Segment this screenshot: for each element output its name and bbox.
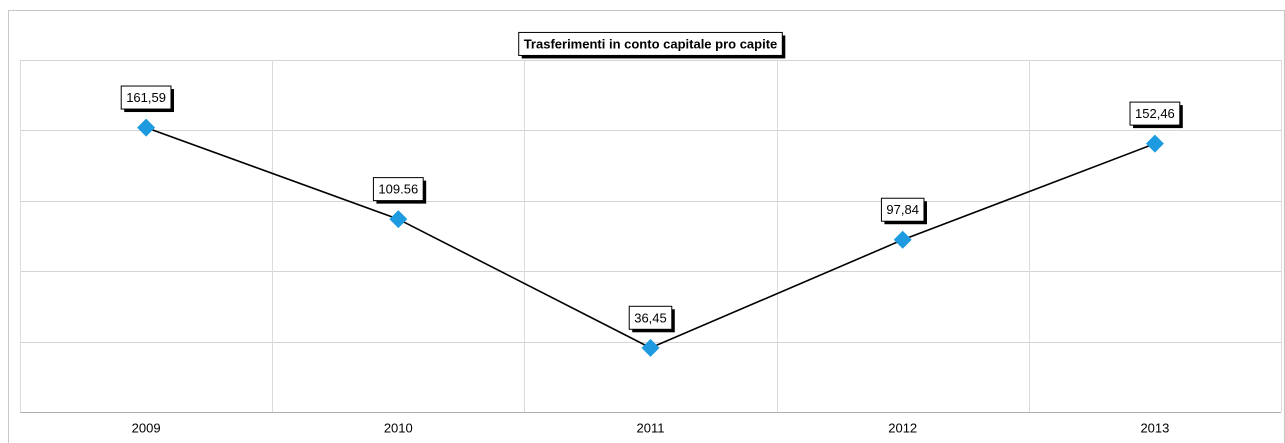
chart-title-box <box>518 31 783 56</box>
data-label: 36,45 <box>634 310 667 325</box>
x-tick-label: 2011 <box>637 420 665 435</box>
data-label: 161,59 <box>126 90 166 105</box>
chart-title: Trasferimenti in conto capitale pro capi… <box>524 36 778 51</box>
x-tick-label: 2009 <box>132 420 161 435</box>
labels: 2009 2010 2011 2012 2013 Trasferimenti in con… <box>120 31 1183 435</box>
chart-title-group: Trasferimenti in conto capitale pro capi… <box>518 31 786 59</box>
marks <box>137 118 1164 357</box>
data-label-group: 97,84 <box>880 197 927 225</box>
chart-frame <box>8 10 1285 443</box>
data-label: 97,84 <box>886 202 919 217</box>
data-label-group: 152,46 <box>1129 101 1183 129</box>
data-label-group: 109.56 <box>372 177 427 204</box>
data-label-box <box>372 177 424 202</box>
data-label: 109.56 <box>378 182 418 197</box>
x-tick-label: 2010 <box>384 420 413 435</box>
data-label-box <box>880 197 925 222</box>
data-label: 152,46 <box>1135 106 1175 121</box>
data-label-box <box>120 85 172 110</box>
data-label-box <box>1129 101 1181 126</box>
data-label-group: 161,59 <box>120 85 174 113</box>
x-tick-label: 2012 <box>888 420 917 435</box>
data-label-box <box>628 305 673 330</box>
grid <box>20 60 1282 413</box>
point-marker <box>1145 134 1164 153</box>
point-marker <box>389 210 408 229</box>
point-marker <box>641 338 660 357</box>
point-marker <box>137 118 156 137</box>
x-tick-label: 2013 <box>1140 420 1169 435</box>
data-label-group: 36,45 <box>628 305 675 333</box>
point-marker <box>893 230 912 249</box>
